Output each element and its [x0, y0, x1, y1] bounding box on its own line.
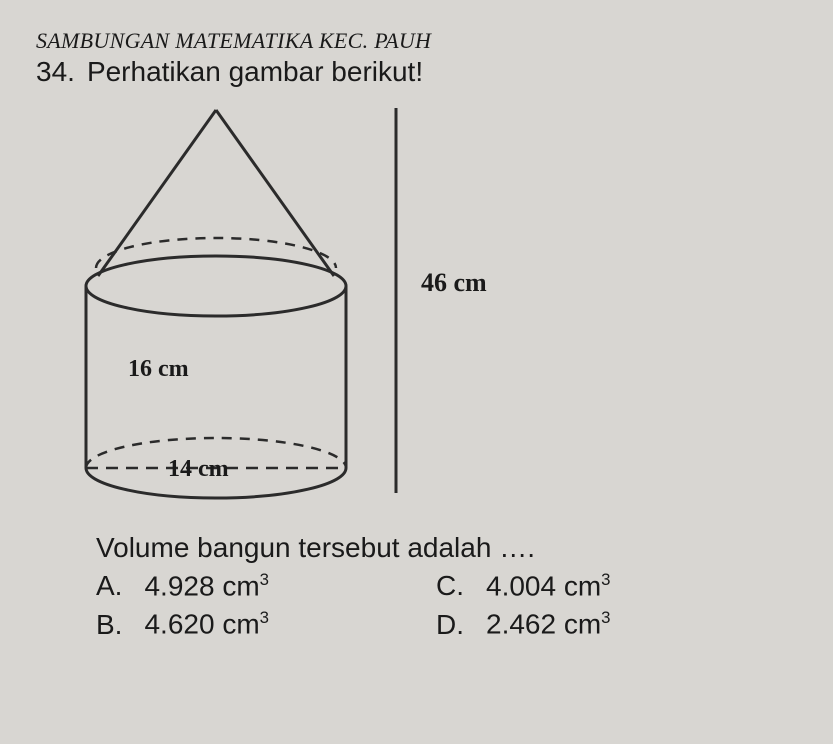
choice-b-letter: B. — [96, 609, 122, 641]
cylinder-height-label: 16 cm — [128, 356, 189, 382]
question-text: Perhatikan gambar berikut! — [87, 56, 423, 88]
cylinder-top-ellipse — [86, 256, 346, 316]
choice-a-letter: A. — [96, 570, 122, 602]
choice-d-letter: D. — [436, 609, 464, 641]
question-row: 34. Perhatikan gambar berikut! — [36, 56, 797, 88]
geometry-svg: 16 cm 14 cm — [56, 98, 576, 508]
choices-grid: A. 4.928 cm3 C. 4.004 cm3 B. 4.620 cm3 D… — [96, 570, 797, 641]
choice-b-value: 4.620 cm3 — [144, 608, 269, 640]
answer-prompt: Volume bangun tersebut adalah …. — [96, 532, 797, 564]
cone-right-side — [216, 110, 334, 276]
choice-c: C. 4.004 cm3 — [436, 570, 797, 602]
choice-b: B. 4.620 cm3 — [96, 608, 436, 640]
figure: 16 cm 14 cm 46 cm — [56, 98, 576, 508]
page-header: SAMBUNGAN MATEMATIKA KEC. PAUH — [36, 28, 797, 54]
diameter-label: 14 cm — [168, 456, 229, 482]
choice-a: A. 4.928 cm3 — [96, 570, 436, 602]
total-height-label: 46 cm — [421, 268, 487, 298]
question-number: 34. — [36, 56, 75, 88]
choice-a-value: 4.928 cm3 — [144, 570, 269, 602]
choice-d-value: 2.462 cm3 — [486, 608, 611, 640]
choice-c-value: 4.004 cm3 — [486, 570, 611, 602]
choice-d: D. 2.462 cm3 — [436, 608, 797, 640]
answer-block: Volume bangun tersebut adalah …. A. 4.92… — [96, 532, 797, 641]
choice-c-letter: C. — [436, 570, 464, 602]
